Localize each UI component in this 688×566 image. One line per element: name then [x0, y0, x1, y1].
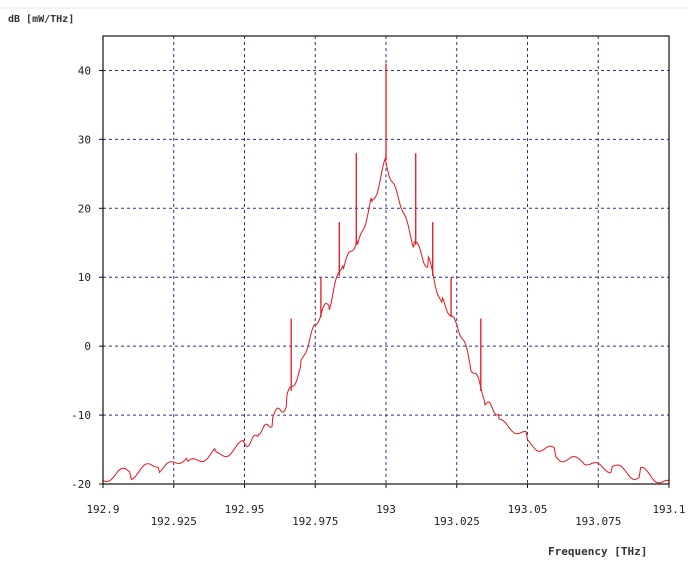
- x-tick-labels: 192.9 192.925 192.95 192.975 193 193.025 193.0…: [86, 484, 686, 528]
- y-tick-labels: -20 -10 0 10 20 30 40: [71, 64, 103, 491]
- x-axis-label: Frequency [THz]: [548, 545, 647, 558]
- x-tick-label: 193.075: [575, 515, 621, 528]
- x-tick-label: 193.1: [652, 503, 685, 516]
- y-tick-label: 40: [78, 64, 91, 77]
- x-tick-label: 192.925: [151, 515, 197, 528]
- x-tick-label: 192.95: [225, 503, 265, 516]
- plot-frame: [102, 35, 670, 485]
- y-tick-label: -20: [71, 478, 91, 491]
- x-tick-label: 193.025: [434, 515, 480, 528]
- y-tick-label: 0: [84, 340, 91, 353]
- spectrum-trace: [102, 157, 670, 484]
- y-tick-label: 20: [78, 202, 91, 215]
- y-tick-label: 10: [78, 271, 91, 284]
- x-tick-label: 193.05: [508, 503, 548, 516]
- x-tick-label: 192.975: [292, 515, 338, 528]
- x-tick-label: 192.9: [86, 503, 119, 516]
- y-tick-label: -10: [71, 409, 91, 422]
- series-layer: [102, 63, 670, 484]
- y-tick-label: 30: [78, 133, 91, 146]
- x-tick-label: 193: [376, 503, 396, 516]
- y-axis-label: dB [mW/THz]: [8, 14, 74, 25]
